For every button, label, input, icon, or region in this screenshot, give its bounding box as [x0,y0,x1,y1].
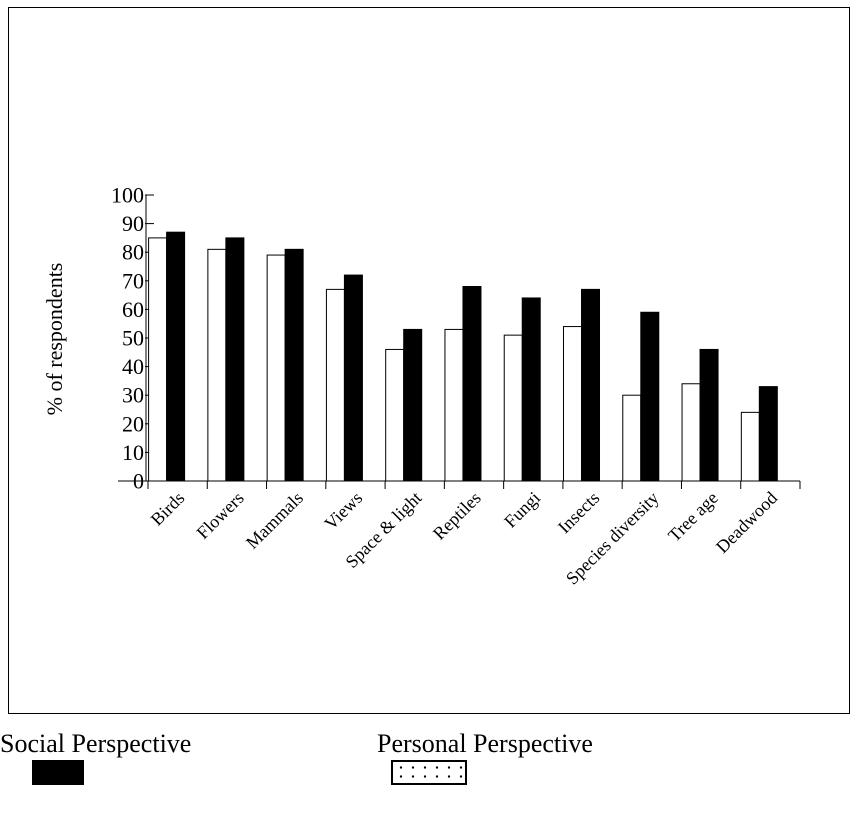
legend-personal-label: Personal Perspective [377,729,593,758]
bar-personal [622,394,642,482]
bar-social [640,311,660,482]
y-axis-label: % of respondents [42,263,67,416]
bar-personal [740,411,760,482]
legend-social-swatch [32,760,84,785]
bar-personal [563,326,583,482]
bar-social [462,286,482,482]
legend-social-label: Social Perspective [0,729,192,758]
x-tick-label: Mammals [242,488,307,553]
y-tick-label: 40 [122,354,144,379]
legend-personal-swatch [391,760,467,785]
y-tick-label: 100 [111,183,144,208]
y-tick-label: 80 [122,240,144,265]
x-tick-label: Insects [554,488,603,537]
bar-personal [503,334,523,482]
bar-personal [148,237,168,482]
y-tick-label: 90 [122,211,144,236]
bar-personal [385,348,405,482]
bar-social [166,231,186,482]
bar-personal [325,288,345,482]
x-tick-label: Birds [147,488,189,530]
bar-personal [207,248,227,482]
bar-social [225,237,245,482]
bar-personal [681,383,701,482]
chart-frame [8,7,850,714]
y-tick-label: 50 [122,326,144,351]
y-tick-label: 70 [122,268,144,293]
y-tick-label: 20 [122,411,144,436]
x-tick-label: Views [320,488,366,534]
bar-social [343,274,363,482]
bar-personal [266,254,286,482]
x-tick-label: Deadwood [712,488,781,557]
x-tick-label: Tree age [664,488,722,546]
bar-social [758,386,778,482]
bar-social [581,288,601,482]
bar-social [403,328,423,482]
x-tick-label: Reptiles [429,488,485,544]
x-tick-label: Flowers [193,488,248,543]
bar-personal [444,328,464,482]
y-tick-label: 30 [122,383,144,408]
y-tick-label: 60 [122,297,144,322]
bar-social [521,297,541,482]
y-tick-label: 10 [122,440,144,465]
bar-social [699,348,719,482]
bar-social [284,248,304,482]
x-tick-label: Fungi [500,488,544,532]
